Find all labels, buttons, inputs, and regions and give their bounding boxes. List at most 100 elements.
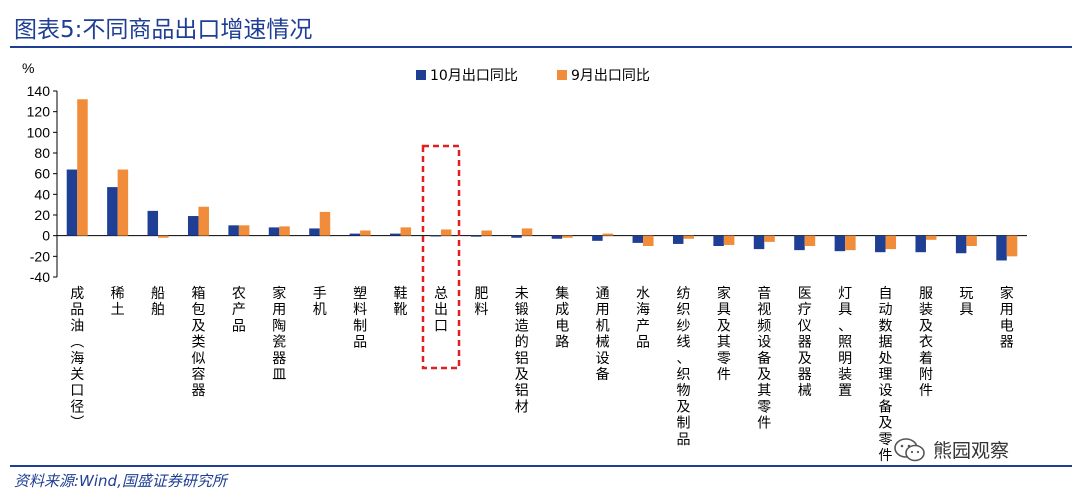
category-label-21: 服装及衣着附件 xyxy=(919,286,933,399)
category-label-9: 总出口 xyxy=(434,286,448,334)
category-label-5: 家用陶瓷器皿 xyxy=(272,285,286,383)
bar-oct-16 xyxy=(713,235,724,246)
y-tick-label: -40 xyxy=(30,269,50,285)
category-label-6: 手机 xyxy=(313,286,327,318)
bar-sep-8 xyxy=(400,227,412,236)
y-tick-label: 120 xyxy=(27,104,51,120)
bar-sep-7 xyxy=(360,230,371,236)
bar-oct-20 xyxy=(875,235,886,253)
bar-oct-13 xyxy=(592,235,603,241)
category-label-0: 成品油︵海关口径︶ xyxy=(70,286,84,432)
bar-oct-17 xyxy=(753,235,765,250)
bar-sep-9 xyxy=(440,229,452,236)
y-tick-label: 20 xyxy=(34,207,50,223)
bar-sep-20 xyxy=(885,235,897,250)
bar-sep-0 xyxy=(77,99,88,236)
watermark: 熊园观察 xyxy=(893,436,1009,463)
bar-sep-23 xyxy=(1006,235,1018,257)
bar-sep-21 xyxy=(925,235,937,240)
bar-oct-14 xyxy=(632,235,644,243)
legend-swatch-1 xyxy=(557,70,567,80)
legend-label-1: 9月出口同比 xyxy=(571,68,650,84)
title-divider xyxy=(10,46,1072,48)
bar-oct-9 xyxy=(430,235,441,237)
category-label-17: 音视频设备及其零件 xyxy=(757,285,771,432)
bar-sep-17 xyxy=(764,235,775,242)
bar-sep-1 xyxy=(117,169,129,236)
y-tick-label: 60 xyxy=(34,166,50,182)
category-label-4: 农产品 xyxy=(232,286,246,334)
category-label-13: 通用机械设备 xyxy=(596,286,610,383)
bar-sep-11 xyxy=(521,228,533,236)
bar-oct-0 xyxy=(66,169,78,236)
bar-oct-21 xyxy=(915,235,926,253)
category-label-20: 自动数据处理设备及零件 xyxy=(879,286,893,464)
category-label-11: 未锻造的铝及铝材 xyxy=(515,286,529,415)
bar-sep-16 xyxy=(723,235,735,245)
y-tick-label: 140 xyxy=(27,83,51,99)
bar-sep-13 xyxy=(602,233,614,236)
category-label-8: 鞋靴 xyxy=(394,286,408,318)
source-note: 资料来源:Wind,国盛证券研究所 xyxy=(14,472,227,490)
legend-label-0: 10月出口同比 xyxy=(430,68,518,84)
bar-oct-23 xyxy=(996,235,1007,261)
bar-sep-2 xyxy=(158,235,169,238)
y-tick-label: -20 xyxy=(30,248,50,264)
bar-oct-6 xyxy=(309,228,320,236)
bar-sep-15 xyxy=(683,235,694,239)
bar-oct-15 xyxy=(672,235,684,244)
bar-oct-10 xyxy=(470,235,482,237)
category-label-22: 玩具 xyxy=(959,286,973,318)
footer-divider xyxy=(10,465,1072,467)
bar-oct-4 xyxy=(228,225,239,236)
highlight-box xyxy=(421,144,461,370)
legend: 10月出口同比 9月出口同比 xyxy=(416,68,650,84)
y-tick-label: 0 xyxy=(42,228,50,244)
bar-sep-4 xyxy=(238,225,250,236)
legend-swatch-0 xyxy=(416,70,426,80)
bar-chart: % -40 -20 0 20 40 60 80 100 120 140 成品油︵海关口径︶ 稀土船舶… xyxy=(22,60,1027,464)
bar-sep-10 xyxy=(481,230,492,236)
y-tick-label: 100 xyxy=(27,124,51,140)
category-label-23: 家用电器 xyxy=(1000,285,1014,351)
bar-sep-5 xyxy=(279,226,290,236)
bar-oct-1 xyxy=(107,187,118,236)
watermark-text: 熊园观察 xyxy=(933,440,1010,462)
bar-oct-7 xyxy=(349,233,361,236)
category-label-12: 集成电路 xyxy=(555,285,569,351)
bar-oct-3 xyxy=(187,216,199,236)
category-label-1: 稀土 xyxy=(111,286,125,318)
bar-sep-22 xyxy=(966,235,977,246)
chart-title: 图表5:不同商品出口增速情况 xyxy=(14,17,313,43)
category-label-2: 船舶 xyxy=(151,286,165,318)
category-label-16: 家具及其零件 xyxy=(717,285,731,383)
category-label-15: 纺织纱线、织物及制品 xyxy=(676,286,690,448)
bar-oct-22 xyxy=(955,235,967,254)
category-label-18: 医疗仪器及器械 xyxy=(798,286,812,399)
bar-oct-2 xyxy=(147,210,159,236)
bar-sep-19 xyxy=(845,235,856,251)
bar-oct-18 xyxy=(794,235,805,251)
category-label-14: 水海产品 xyxy=(636,286,650,351)
y-axis: -40 -20 0 20 40 60 80 100 120 140 xyxy=(27,83,1027,285)
bar-oct-5 xyxy=(268,227,280,236)
category-label-19: 灯具、照明装置 xyxy=(838,286,852,399)
bar-sep-14 xyxy=(643,235,654,246)
bar-sep-6 xyxy=(319,211,331,236)
bar-oct-12 xyxy=(551,235,563,239)
bar-sep-18 xyxy=(804,235,816,246)
bar-oct-19 xyxy=(834,235,846,252)
bar-series xyxy=(66,99,1018,261)
bar-oct-11 xyxy=(511,235,522,238)
bar-sep-12 xyxy=(562,235,573,238)
bar-sep-3 xyxy=(198,206,209,236)
y-tick-label: 80 xyxy=(34,145,50,161)
bar-oct-8 xyxy=(390,233,401,236)
y-tick-label: 40 xyxy=(34,186,50,202)
y-axis-unit: % xyxy=(22,60,34,76)
category-label-10: 肥料 xyxy=(474,286,488,318)
wechat-icon xyxy=(894,437,925,461)
category-label-3: 箱包及类似容器 xyxy=(191,286,205,399)
category-label-7: 塑料制品 xyxy=(353,286,367,351)
